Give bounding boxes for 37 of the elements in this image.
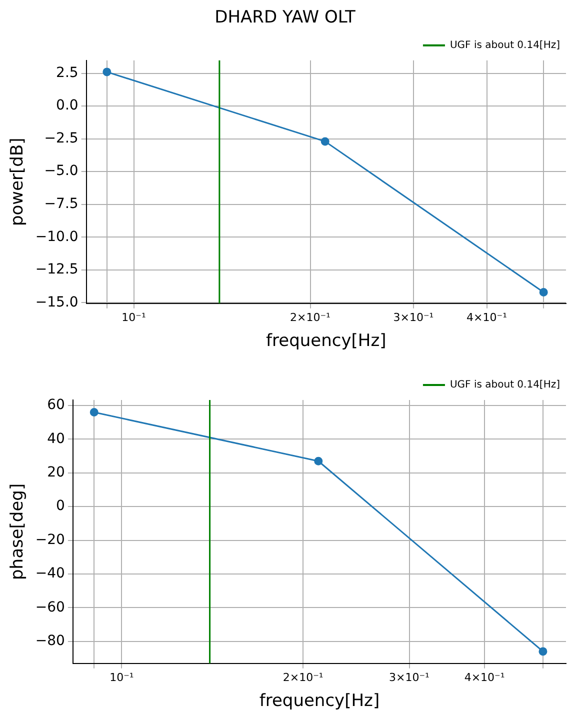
y-tick-label: −5.0 (44, 163, 78, 180)
y-tick-label: 40 (47, 430, 65, 447)
y-tick-label: 2.5 (56, 64, 78, 81)
x-tick-label: 2×10⁻¹ (290, 310, 330, 324)
x-tick-label: 4×10⁻¹ (464, 670, 505, 684)
y-tick-label: −20 (35, 532, 65, 548)
x-tick-label: 3×10⁻¹ (389, 670, 430, 684)
y-tick-label: −15.0 (35, 294, 78, 310)
chart-title: DHARD YAW OLT (214, 8, 356, 28)
x-axis-title: frequency[Hz] (259, 691, 380, 712)
y-tick-label: −80 (35, 632, 65, 649)
legend-label: UGF is about 0.14[Hz] (450, 380, 560, 391)
y-axis-title: phase[deg] (8, 483, 28, 580)
x-tick-label: 3×10⁻¹ (393, 310, 434, 324)
y-tick-label: −2.5 (44, 130, 78, 146)
y-tick-label: 0.0 (56, 98, 78, 114)
y-tick-label: −12.5 (35, 262, 78, 278)
y-tick-label: −7.5 (44, 196, 78, 212)
y-tick-label: 20 (47, 464, 65, 481)
y-tick-label: −60 (35, 599, 65, 616)
point (539, 288, 548, 297)
x-tick-label: 2×10⁻¹ (282, 670, 324, 684)
y-tick-label: −40 (35, 566, 65, 582)
y-tick-label: 60 (47, 397, 65, 414)
y-tick-label: 0 (56, 498, 65, 514)
x-tick-label: 10⁻¹ (122, 310, 146, 324)
point (314, 456, 323, 466)
point (320, 137, 330, 146)
x-tick-label: 10⁻¹ (110, 670, 134, 684)
y-axis-title: power[dB] (8, 138, 28, 226)
point (102, 68, 112, 76)
x-axis-title: frequency[Hz] (266, 331, 386, 352)
x-tick-label: 4×10⁻¹ (466, 310, 507, 324)
legend-label: UGF is about 0.14[Hz] (450, 40, 560, 51)
point (538, 647, 548, 656)
point (90, 408, 98, 417)
y-tick-label: −10.0 (35, 228, 78, 245)
